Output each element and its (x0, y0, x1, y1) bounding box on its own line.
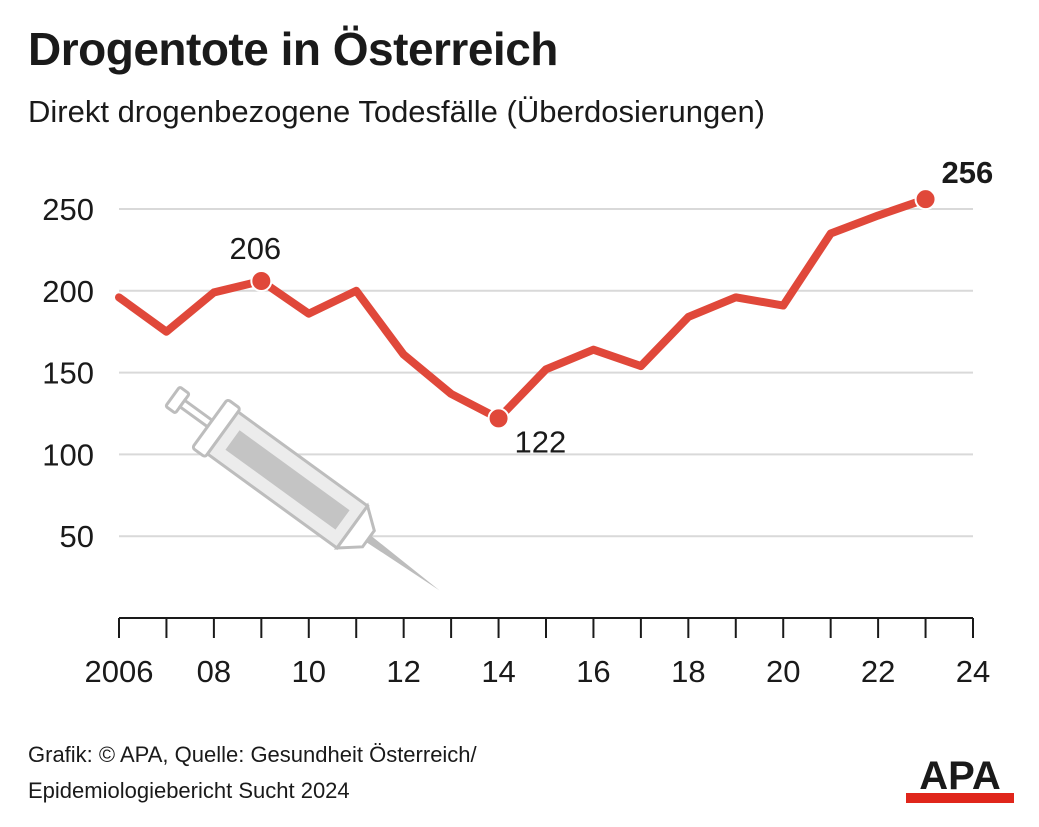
y-tick-label-50: 50 (60, 519, 94, 554)
x-tick-label-22: 22 (861, 654, 895, 689)
marker-2023 (914, 188, 937, 211)
data-labels: 206 122 256 (229, 155, 993, 459)
x-tick-label-18: 18 (671, 654, 705, 689)
marker-2014 (487, 407, 510, 430)
y-tick-label-150: 150 (42, 356, 94, 391)
data-label-2009: 206 (229, 231, 281, 266)
y-tick-label-100: 100 (42, 437, 94, 472)
marker-2009 (250, 269, 273, 292)
x-tick-label-2006: 2006 (85, 654, 154, 689)
chart-title: Drogentote in Österreich (28, 23, 558, 75)
apa-logo-text: APA (919, 755, 1000, 798)
x-tick-label-08: 08 (197, 654, 231, 689)
y-axis-labels: 50 100 150 200 250 (42, 192, 94, 554)
y-tick-label-200: 200 (42, 274, 94, 309)
x-tick-label-10: 10 (292, 654, 326, 689)
x-tick-label-24: 24 (956, 654, 990, 689)
data-label-2014: 122 (515, 424, 567, 459)
x-axis-labels: 2006 08 10 12 14 16 18 20 22 24 (85, 654, 991, 689)
highlight-markers (250, 188, 937, 430)
x-tick-label-14: 14 (481, 654, 515, 689)
chart-subtitle: Direkt drogenbezogene Todesfälle (Überdo… (28, 94, 766, 129)
x-tick-label-20: 20 (766, 654, 800, 689)
y-tick-label-250: 250 (42, 192, 94, 227)
source-line-1: Grafik: © APA, Quelle: Gesundheit Österr… (28, 742, 477, 767)
x-tick-label-16: 16 (576, 654, 610, 689)
syringe-icon (164, 386, 440, 591)
source-line-2: Epidemiologiebericht Sucht 2024 (28, 778, 350, 803)
source-note: Grafik: © APA, Quelle: Gesundheit Österr… (28, 737, 477, 809)
apa-logo: APA (906, 755, 1014, 803)
data-label-2023: 256 (942, 155, 994, 190)
x-tick-label-12: 12 (386, 654, 420, 689)
x-axis (118, 617, 974, 638)
apa-logo-bar (906, 793, 1014, 803)
